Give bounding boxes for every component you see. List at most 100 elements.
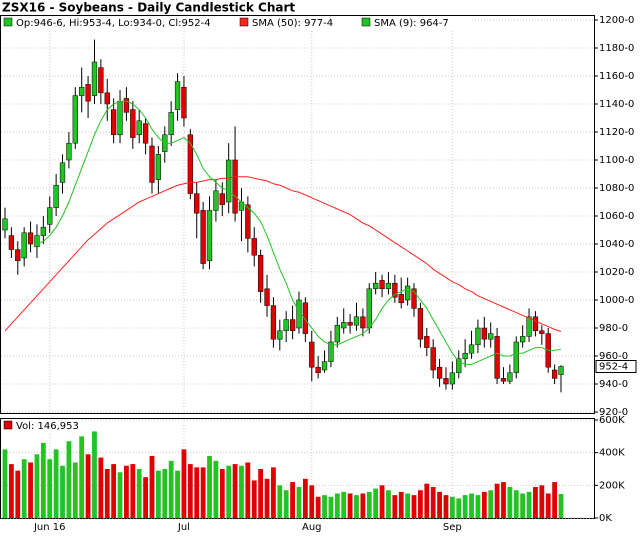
candle-body (283, 319, 289, 332)
candle-body (539, 330, 545, 334)
candle-body (353, 316, 360, 326)
volume-bar (302, 478, 308, 518)
volume-bar (411, 495, 417, 518)
volume-bar (117, 472, 123, 518)
volume-bar (296, 486, 302, 518)
candle-body (110, 109, 117, 136)
volume-bar (258, 469, 264, 518)
volume-bar (360, 493, 366, 518)
volume-bar (315, 496, 321, 518)
volume-bar (341, 491, 347, 518)
x-tick-label: Aug (302, 522, 322, 533)
volume-bar (168, 460, 174, 518)
candle-body (27, 232, 34, 245)
volume-bar (334, 493, 340, 518)
volume-bar (552, 482, 558, 518)
volume-bar (520, 493, 526, 518)
volume-bar (149, 455, 155, 518)
candle-body (155, 154, 162, 180)
candle-body (404, 285, 411, 301)
x-tick-label: Jun 16 (33, 522, 66, 533)
volume-bar (437, 491, 442, 518)
volume-bar (60, 465, 65, 518)
volume-tick-label: 400K (599, 448, 625, 459)
candle-body (507, 372, 513, 382)
volume-panel (0, 418, 595, 519)
candle-body (34, 235, 40, 248)
volume-bar (124, 465, 129, 518)
y-tick-label: 1200-0 (599, 15, 634, 26)
candle-body (430, 347, 436, 371)
volume-bar (475, 495, 481, 518)
candle-body (72, 95, 78, 144)
candle-body (443, 378, 449, 385)
y-tick-label: 1180-0 (599, 43, 634, 54)
y-tick-label: 1040-0 (599, 239, 634, 250)
candle-body (53, 184, 59, 208)
volume-bar (66, 441, 72, 518)
candle-body (411, 288, 417, 309)
volume-bar (283, 490, 289, 518)
candle-body (245, 204, 251, 239)
candle-body (334, 324, 340, 343)
candle-body (347, 322, 353, 326)
candle-body (2, 218, 8, 231)
volume-bar (539, 485, 545, 518)
volume-bar (309, 485, 315, 518)
volume-bar (513, 490, 519, 518)
legend-bg (1, 16, 471, 30)
volume-bar (226, 465, 232, 518)
candle-body (558, 366, 564, 375)
volume-bar (155, 470, 161, 518)
candle-body (226, 159, 232, 203)
volume-bar (277, 485, 283, 518)
legend-label: Vol: 146,953 (16, 421, 79, 432)
candle-body (66, 142, 72, 161)
candle-body (277, 330, 283, 340)
y-tick-label: 1120-0 (599, 127, 634, 138)
candle-body (398, 294, 404, 304)
candle-body (309, 341, 315, 368)
volume-bar (481, 491, 487, 518)
x-tick-label: Jul (177, 522, 190, 533)
y-tick-label: 1100-0 (599, 155, 634, 166)
candle-body (385, 282, 392, 290)
volume-bar (430, 486, 436, 518)
volume-bar (47, 459, 53, 518)
candle-body (213, 190, 219, 211)
candle-body (40, 226, 46, 236)
volume-bar (251, 480, 257, 518)
volume-bar (92, 431, 97, 518)
candle-body (200, 210, 206, 264)
legend-label: SMA (9): 964-7 (374, 18, 449, 29)
candle-body (315, 366, 321, 374)
candle-body (392, 282, 398, 298)
volume-bar (15, 470, 21, 518)
candle-body (500, 378, 507, 382)
volume-bar (405, 493, 411, 518)
candle-body (526, 316, 532, 337)
candle-body (468, 344, 475, 354)
volume-bar (264, 478, 270, 518)
candle-body (289, 319, 296, 332)
volume-bar (449, 496, 455, 518)
volume-bar (462, 495, 468, 518)
candle-body (494, 336, 500, 379)
candle-body (181, 86, 187, 119)
candle-body (187, 134, 193, 194)
volume-bar (245, 462, 251, 518)
volume-bar (21, 459, 27, 518)
candle-body (91, 61, 98, 96)
y-tick-label: 1140-0 (599, 99, 634, 110)
volume-bar (373, 488, 379, 518)
volume-bar (386, 490, 391, 518)
x-tick-label: Sep (443, 522, 462, 533)
volume-bar (136, 469, 142, 518)
y-tick-label: 1160-0 (599, 71, 634, 82)
y-tick-label: 940-0 (599, 379, 628, 390)
volume-bar (85, 454, 91, 518)
candle-body (270, 305, 277, 340)
volume-bar (194, 467, 200, 518)
volume-bar (181, 449, 187, 518)
